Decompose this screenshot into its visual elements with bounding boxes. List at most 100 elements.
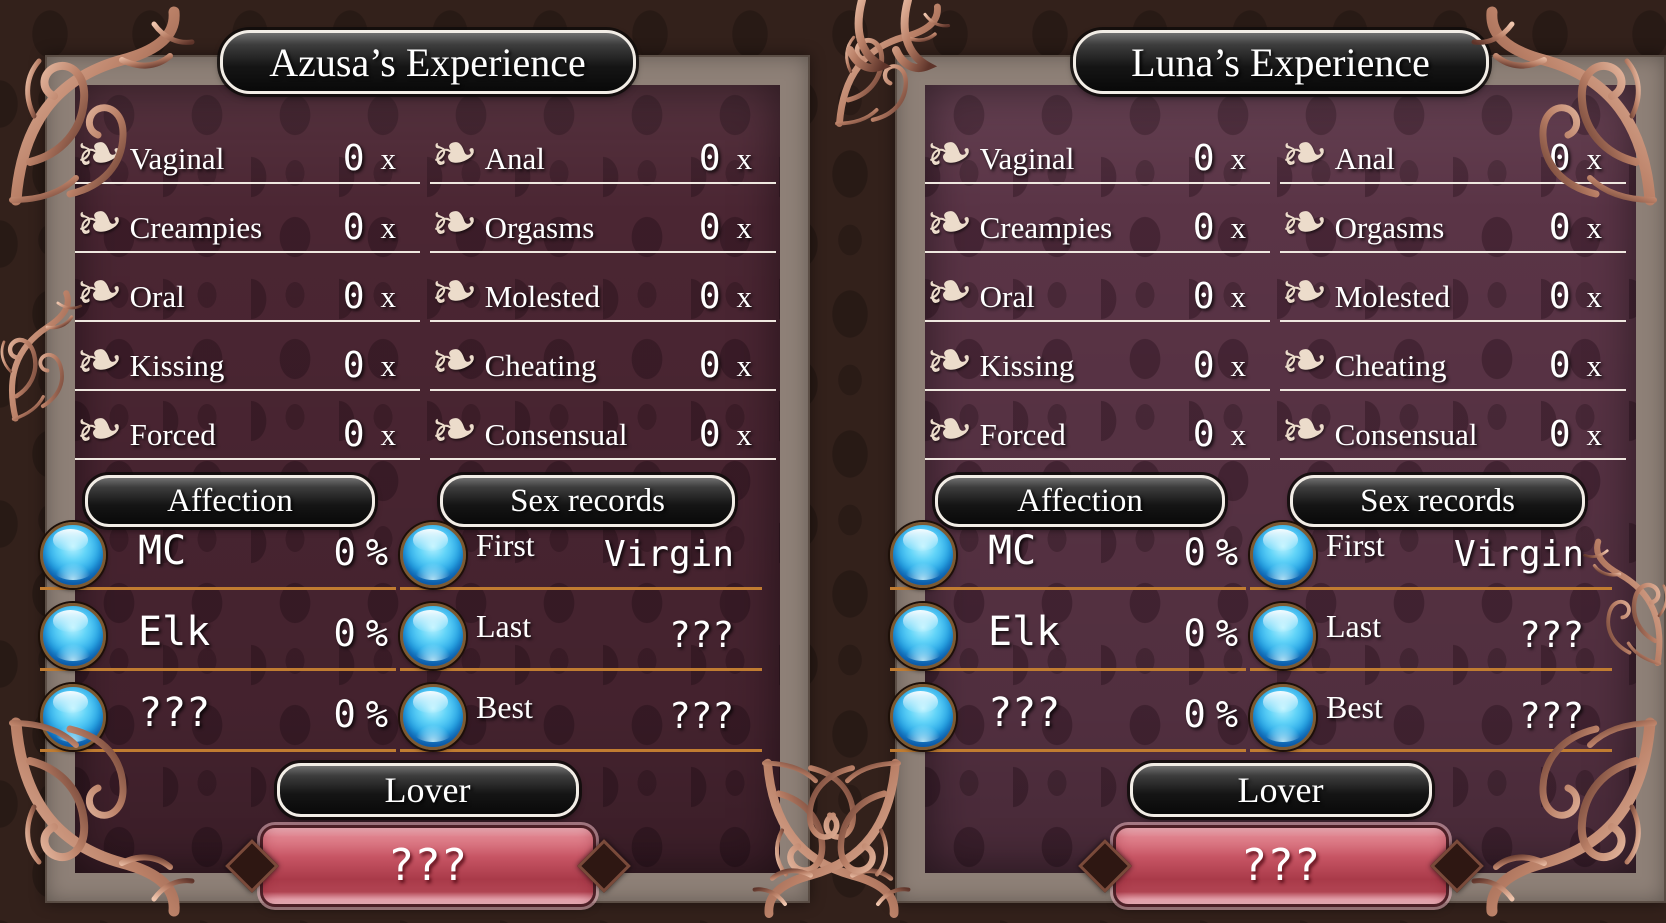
lover-header-plate[interactable]: Lover <box>276 763 579 817</box>
panel-title-plate[interactable]: Luna’s Experience <box>1072 30 1489 94</box>
affection-unit: % <box>1215 693 1238 736</box>
affection-name: ??? <box>988 690 1061 736</box>
flourish-icon: ❧ <box>1274 115 1334 191</box>
stat-row: ❧ Molested 0 x <box>1274 253 1626 329</box>
stat-count: 0 <box>1548 345 1571 386</box>
hanging-hook-icon <box>846 0 892 72</box>
stat-label: Creampies <box>979 210 1113 245</box>
stat-count: 0 <box>1192 345 1215 386</box>
character-panel-luna: Luna’s Experience ❧ Vaginal 0 x ❧ Creamp… <box>890 30 1666 904</box>
record-label: Last <box>476 608 532 644</box>
stat-row: ❧ Orgasms 0 x <box>424 184 776 260</box>
blue-orb-icon <box>40 603 106 669</box>
lover-value: ??? <box>387 840 468 891</box>
panel-background: Luna’s Experience ❧ Vaginal 0 x ❧ Creamp… <box>890 30 1636 904</box>
stat-count: 0 <box>698 345 721 386</box>
sex-records-header-plate[interactable]: Sex records <box>440 475 735 527</box>
affection-unit: % <box>365 612 388 655</box>
sex-records-header: Sex records <box>1360 482 1515 519</box>
blue-orb-icon <box>400 684 466 750</box>
stat-count: 0 <box>698 276 721 317</box>
blue-orb-icon <box>40 522 106 588</box>
stat-grid: ❧ Vaginal 0 x ❧ Creampies 0 x ❧ Oral 0 x… <box>919 115 1626 467</box>
sex-records-header: Sex records <box>510 482 665 519</box>
flourish-icon: ❧ <box>919 115 979 191</box>
flourish-icon: ❧ <box>424 253 484 329</box>
stat-unit: x <box>380 417 397 452</box>
stat-count: 0 <box>698 138 721 179</box>
affection-name: Elk <box>138 609 211 655</box>
blue-orb-icon <box>1250 603 1316 669</box>
stat-label: Molested <box>484 279 600 314</box>
record-row: First Virgin <box>400 509 762 590</box>
stat-unit: x <box>736 279 753 314</box>
flourish-icon: ❧ <box>424 115 484 191</box>
affection-name: MC <box>988 528 1037 574</box>
affection-row: Elk 0% <box>890 590 1246 671</box>
stat-label: Forced <box>979 417 1066 452</box>
stat-count: 0 <box>698 207 721 248</box>
stat-unit: x <box>1230 279 1247 314</box>
flourish-icon: ❧ <box>424 184 484 260</box>
flourish-icon: ❧ <box>1274 253 1334 329</box>
panel-title-plate[interactable]: Azusa’s Experience <box>219 30 636 94</box>
stat-label: Kissing <box>979 348 1075 383</box>
lover-header: Lover <box>1237 770 1324 810</box>
stat-unit: x <box>1586 141 1603 176</box>
record-value: ??? <box>668 696 734 737</box>
stat-count: 0 <box>342 414 365 455</box>
flourish-icon: ❧ <box>69 253 129 329</box>
affection-value: 0 <box>1183 693 1206 736</box>
affection-header-plate[interactable]: Affection <box>85 475 375 527</box>
lover-header-plate[interactable]: Lover <box>1129 763 1432 817</box>
stat-unit: x <box>736 210 753 245</box>
stat-label: Consensual <box>1334 417 1478 452</box>
stat-row: ❧ Orgasms 0 x <box>1274 184 1626 260</box>
stat-label: Orgasms <box>484 210 595 245</box>
stat-row: ❧ Forced 0 x <box>69 391 420 467</box>
lover-value-button[interactable]: ??? <box>1115 828 1446 904</box>
flourish-icon: ❧ <box>1274 322 1334 398</box>
record-row: First Virgin <box>1250 509 1612 590</box>
record-value: Virgin <box>1453 534 1584 575</box>
affection-unit: % <box>365 693 388 736</box>
affection-row: ??? 0% <box>890 671 1246 752</box>
stat-row: ❧ Oral 0 x <box>919 253 1270 329</box>
lover-value-button[interactable]: ??? <box>262 828 593 904</box>
stat-label: Molested <box>1334 279 1450 314</box>
record-row: Best ??? <box>1250 671 1612 752</box>
record-label: First <box>476 527 535 563</box>
stat-count: 0 <box>1548 276 1571 317</box>
stat-label: Vaginal <box>979 141 1075 176</box>
affection-value: 0 <box>1183 612 1206 655</box>
flourish-icon: ❧ <box>919 391 979 467</box>
stat-row: ❧ Creampies 0 x <box>919 184 1270 260</box>
affection-name: MC <box>138 528 187 574</box>
stat-unit: x <box>380 279 397 314</box>
stat-count: 0 <box>1192 207 1215 248</box>
stat-unit: x <box>1230 141 1247 176</box>
character-panel-azusa: Azusa’s Experience ❧ Vaginal 0 x ❧ Cream… <box>40 30 810 904</box>
stat-count: 0 <box>342 207 365 248</box>
affection-row: MC 0% <box>40 509 396 590</box>
stat-unit: x <box>1586 279 1603 314</box>
stat-unit: x <box>736 417 753 452</box>
flourish-icon: ❧ <box>424 322 484 398</box>
stat-row: ❧ Anal 0 x <box>1274 115 1626 191</box>
stat-count: 0 <box>698 414 721 455</box>
stat-row: ❧ Vaginal 0 x <box>919 115 1270 191</box>
stat-row: ❧ Cheating 0 x <box>1274 322 1626 398</box>
stat-label: Orgasms <box>1334 210 1445 245</box>
stat-unit: x <box>736 141 753 176</box>
stat-count: 0 <box>1192 276 1215 317</box>
record-label: Best <box>1326 689 1383 725</box>
stat-row: ❧ Consensual 0 x <box>1274 391 1626 467</box>
affection-header-plate[interactable]: Affection <box>935 475 1225 527</box>
stat-row: ❧ Anal 0 x <box>424 115 776 191</box>
stat-grid: ❧ Vaginal 0 x ❧ Creampies 0 x ❧ Oral 0 x… <box>69 115 776 467</box>
stat-unit: x <box>1230 417 1247 452</box>
stat-count: 0 <box>1548 207 1571 248</box>
sex-records-header-plate[interactable]: Sex records <box>1290 475 1585 527</box>
stat-label: Vaginal <box>129 141 225 176</box>
